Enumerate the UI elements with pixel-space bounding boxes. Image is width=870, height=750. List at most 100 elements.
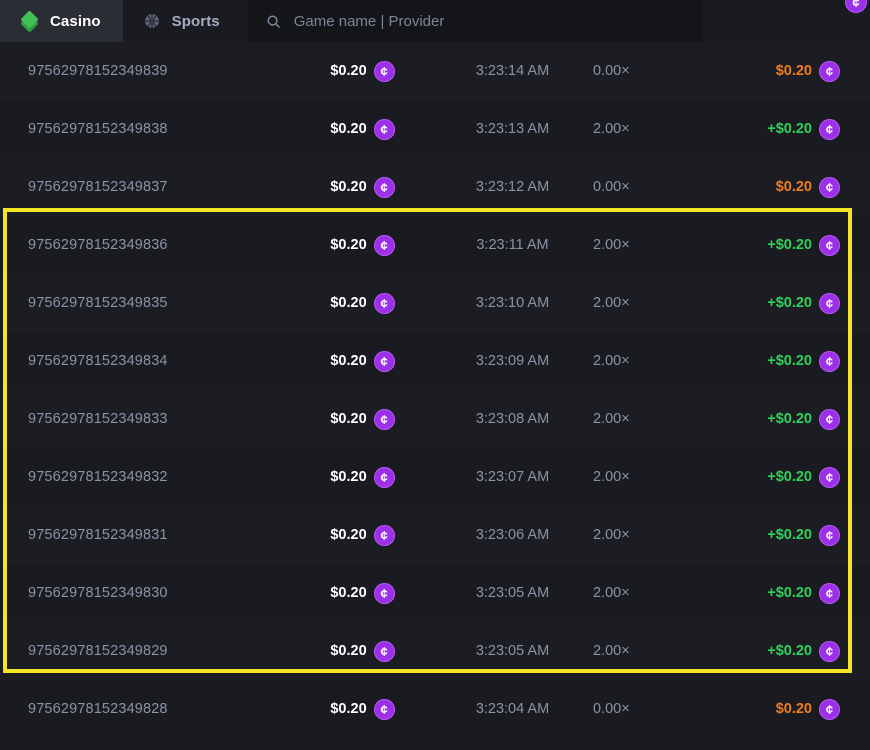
coin-icon: ¢ [373,350,395,372]
bet-multiplier: 0.00× [593,63,630,79]
bet-time: 3:23:05 AM [475,585,550,601]
coin-icon: ¢ [373,466,395,488]
bet-amount: $0.20 [330,353,367,369]
table-row[interactable]: 97562978152349831 $0.20 ¢ 3:23:06 AM 2.00× +$… [0,506,870,564]
bet-amount: $0.20 [330,585,367,601]
balance-coin-icon[interactable]: ¢ [845,0,867,13]
coin-icon: ¢ [819,582,840,604]
payout-cell: +$0.20 ¢ [695,408,870,430]
bet-id: 97562978152349836 [28,237,168,253]
bet-amount: $0.20 [330,469,367,485]
coin-icon: ¢ [819,350,840,372]
payout-amount: $0.20 [775,63,812,79]
bet-amount: $0.20 [330,237,367,253]
table-row[interactable]: 97562978152349837 $0.20 ¢ 3:23:12 AM 0.00× $0… [0,158,870,216]
coin-icon: ¢ [819,698,840,720]
bet-amount-cell: $0.20 ¢ [285,408,440,430]
bet-id: 97562978152349828 [28,701,168,717]
bet-amount-cell: $0.20 ¢ [285,118,440,140]
coin-icon: ¢ [373,524,395,546]
bet-time: 3:23:05 AM [475,643,550,659]
bet-amount-cell: $0.20 ¢ [285,350,440,372]
coin-icon: ¢ [373,640,395,662]
search-input[interactable] [293,12,685,30]
table-row[interactable]: 97562978152349832 $0.20 ¢ 3:23:07 AM 2.00× +$… [0,448,870,506]
bet-time: 3:23:10 AM [475,295,550,311]
bet-amount-cell: $0.20 ¢ [285,698,440,720]
table-row[interactable]: 97562978152349833 $0.20 ¢ 3:23:08 AM 2.00× +$… [0,390,870,448]
tab-sports[interactable]: Sports [123,0,242,42]
bet-time: 3:23:11 AM [476,237,549,253]
payout-cell: +$0.20 ¢ [695,640,870,662]
payout-cell: +$0.20 ¢ [695,582,870,604]
table-row[interactable]: 97562978152349830 $0.20 ¢ 3:23:05 AM 2.00× +$… [0,564,870,622]
bet-amount: $0.20 [330,63,367,79]
search-icon [266,14,281,29]
table-row[interactable]: 97562978152349836 $0.20 ¢ 3:23:11 AM 2.00× +$… [0,216,870,274]
bet-multiplier: 2.00× [593,527,630,543]
table-row[interactable]: 97562978152349838 $0.20 ¢ 3:23:13 AM 2.00× +$… [0,100,870,158]
table-row[interactable]: 97562978152349829 $0.20 ¢ 3:23:05 AM 2.00× +$… [0,622,870,680]
payout-cell: +$0.20 ¢ [695,350,870,372]
coin-icon: ¢ [819,524,840,546]
payout-cell: +$0.20 ¢ [695,466,870,488]
payout-amount: $0.20 [775,701,812,717]
bet-time: 3:23:12 AM [475,179,550,195]
bet-time: 3:23:14 AM [475,63,550,79]
bet-id: 97562978152349838 [28,121,168,137]
bet-id: 97562978152349835 [28,295,168,311]
bet-multiplier: 2.00× [593,353,630,369]
coin-icon: ¢ [373,60,395,82]
bet-id: 97562978152349839 [28,63,168,79]
coin-icon: ¢ [819,292,840,314]
coin-icon: ¢ [819,640,840,662]
table-row[interactable]: 97562978152349839 $0.20 ¢ 3:23:14 AM 0.00× $0… [0,42,870,100]
bet-amount-cell: $0.20 ¢ [285,466,440,488]
bet-id: 97562978152349830 [28,585,168,601]
bet-id: 97562978152349832 [28,469,168,485]
bet-amount: $0.20 [330,121,367,137]
payout-amount: +$0.20 [767,121,812,137]
bet-amount: $0.20 [330,527,367,543]
payout-cell: $0.20 ¢ [695,698,870,720]
coin-icon: ¢ [819,466,840,488]
payout-amount: +$0.20 [767,643,812,659]
bet-amount-cell: $0.20 ¢ [285,292,440,314]
search-bar[interactable] [247,0,703,42]
bet-id: 97562978152349837 [28,179,168,195]
payout-cell: +$0.20 ¢ [695,524,870,546]
bet-time: 3:23:04 AM [475,701,550,717]
coin-icon: ¢ [373,582,395,604]
bet-multiplier: 2.00× [593,237,630,253]
bet-multiplier: 0.00× [593,179,630,195]
payout-amount: +$0.20 [767,411,812,427]
coin-icon: ¢ [373,118,395,140]
bet-multiplier: 2.00× [593,643,630,659]
coin-icon: ¢ [819,234,840,256]
coin-icon: ¢ [819,60,840,82]
basketball-icon [143,12,161,30]
bet-amount-cell: $0.20 ¢ [285,60,440,82]
table-row[interactable]: 97562978152349834 $0.20 ¢ 3:23:09 AM 2.00× +$… [0,332,870,390]
bet-id: 97562978152349833 [28,411,168,427]
bet-history-table: 97562978152349839 $0.20 ¢ 3:23:14 AM 0.00× $0… [0,42,870,738]
payout-cell: $0.20 ¢ [695,60,870,82]
bet-multiplier: 2.00× [593,411,630,427]
table-row[interactable]: 97562978152349828 $0.20 ¢ 3:23:04 AM 0.00× $0… [0,680,870,738]
payout-amount: $0.20 [775,179,812,195]
bet-amount-cell: $0.20 ¢ [285,524,440,546]
payout-amount: +$0.20 [767,585,812,601]
bet-amount-cell: $0.20 ¢ [285,582,440,604]
bet-time: 3:23:06 AM [475,527,550,543]
coin-icon: ¢ [819,118,840,140]
coin-icon: ¢ [819,176,840,198]
payout-amount: +$0.20 [767,353,812,369]
coin-icon: ¢ [819,408,840,430]
tab-casino[interactable]: Casino [0,0,123,42]
bet-id: 97562978152349831 [28,527,168,543]
payout-amount: +$0.20 [767,469,812,485]
tab-casino-label: Casino [50,12,101,30]
bet-multiplier: 0.00× [593,701,630,717]
table-row[interactable]: 97562978152349835 $0.20 ¢ 3:23:10 AM 2.00× +$… [0,274,870,332]
bet-time: 3:23:08 AM [475,411,550,427]
